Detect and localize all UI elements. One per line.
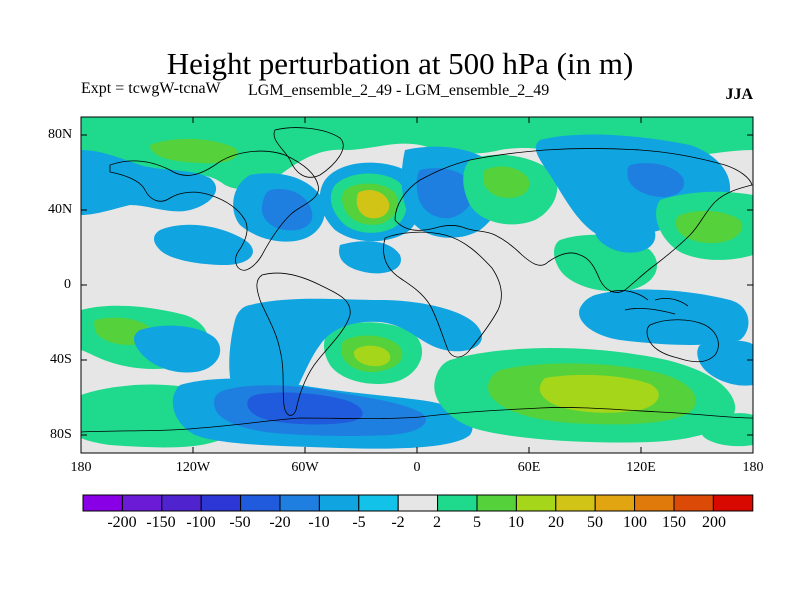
- colorbar-box-2: [161, 494, 202, 512]
- contour-south-pacific-negative: [134, 325, 221, 373]
- colorbar-label-2: 2: [433, 514, 441, 531]
- coast-eurasia: [394, 148, 753, 293]
- colorbar-label-m20: -20: [269, 514, 291, 531]
- lon-label-120e: 120E: [626, 460, 656, 475]
- coast-south-america: [256, 272, 351, 416]
- coast-australia: [646, 319, 719, 363]
- colorbar-label-150: 150: [662, 514, 686, 531]
- chart-title: Height perturbation at 500 hPa (in m): [166, 46, 634, 81]
- colorbar-box-6: [318, 494, 360, 512]
- contour-north-pacific-negative: [81, 150, 217, 215]
- colorbar: [82, 494, 754, 512]
- colorbar-box-4: [240, 494, 281, 512]
- contour-southern-ocean-core: [247, 392, 363, 425]
- lat-label-40s: 40S: [50, 352, 72, 367]
- contour-north-america-core: [261, 189, 313, 231]
- season-label: JJA: [725, 86, 753, 103]
- contour-asia-trough-negative: [594, 209, 656, 253]
- experiment-label: Expt = tcwgW-tcnaW: [81, 80, 221, 97]
- lon-label-60e: 60E: [517, 460, 541, 475]
- colorbar-label-m5: -5: [352, 514, 366, 531]
- colorbar-label-10: 10: [508, 514, 524, 531]
- lon-label-180e: 180: [742, 460, 764, 475]
- coast-north-america: [109, 150, 319, 271]
- height-field: [81, 117, 753, 453]
- colorbar-box-11: [515, 494, 557, 512]
- coast-africa: [383, 231, 502, 358]
- lat-label-40n: 40N: [48, 202, 73, 217]
- contour-antarctic-east-positive: [699, 413, 753, 447]
- colorbar-box-5: [279, 494, 320, 512]
- lat-label-80n: 80N: [48, 127, 73, 142]
- colorbar-box-1: [121, 494, 163, 512]
- contour-south-east-pacific-negative: [697, 340, 753, 386]
- contour-north-pacific-east-core: [675, 210, 743, 244]
- colorbar-box-14: [634, 494, 675, 512]
- contour-north-atlantic-core: [356, 189, 390, 219]
- contour-europe-core: [416, 168, 474, 219]
- colorbar-label-200: 200: [702, 514, 726, 531]
- colorbar-label-m10: -10: [308, 514, 330, 531]
- contour-caribbean-negative: [339, 241, 401, 274]
- colorbar-box-10: [476, 494, 517, 512]
- contour-east-siberia-core: [627, 163, 685, 198]
- lon-label-180w: 180: [70, 460, 92, 475]
- coast-greenland: [273, 127, 344, 178]
- colorbar-label-m150: -150: [146, 514, 176, 531]
- colorbar-box-13: [594, 494, 636, 512]
- contour-south-atlantic-core: [353, 345, 391, 367]
- colorbar-box-16: [712, 494, 754, 512]
- contour-south-pacific-east-negative: [579, 289, 749, 345]
- lon-label-120w: 120W: [175, 460, 211, 475]
- colorbar-label-50: 50: [587, 514, 603, 531]
- colorbar-box-0: [82, 494, 123, 512]
- colorbar-box-3: [200, 494, 242, 512]
- contour-south-indian-core: [539, 374, 659, 413]
- coast-indonesia: [609, 290, 689, 315]
- colorbar-box-15: [673, 494, 714, 512]
- coast-antarctica: [80, 407, 754, 433]
- colorbar-box-12: [555, 494, 596, 512]
- colorbar-box-9: [437, 494, 478, 512]
- colorbar-label-20: 20: [548, 514, 564, 531]
- colorbar-box-8: [397, 494, 439, 512]
- colorbar-label-m2: -2: [391, 514, 405, 531]
- colorbar-label-m50: -50: [229, 514, 251, 531]
- lon-label-60w: 60W: [291, 460, 319, 475]
- contour-west-tropics-negative: [154, 224, 253, 265]
- colorbar-label-m100: -100: [186, 514, 216, 531]
- colorbar-label-100: 100: [623, 514, 647, 531]
- colorbar-label-5: 5: [473, 514, 481, 531]
- coastlines: [80, 127, 754, 433]
- contour-west-asia-core: [483, 166, 530, 198]
- colorbar-label-m200: -200: [107, 514, 137, 531]
- ensemble-label: LGM_ensemble_2_49 - LGM_ensemble_2_49: [248, 82, 550, 99]
- lat-label-0: 0: [64, 277, 71, 292]
- lon-label-0: 0: [413, 460, 421, 475]
- colorbar-box-7: [358, 494, 399, 512]
- contour-south-atlantic-negative: [229, 298, 482, 411]
- contour-greenland-core: [150, 138, 238, 164]
- lat-label-80s: 80S: [50, 427, 72, 442]
- axis-ticks: [81, 117, 753, 453]
